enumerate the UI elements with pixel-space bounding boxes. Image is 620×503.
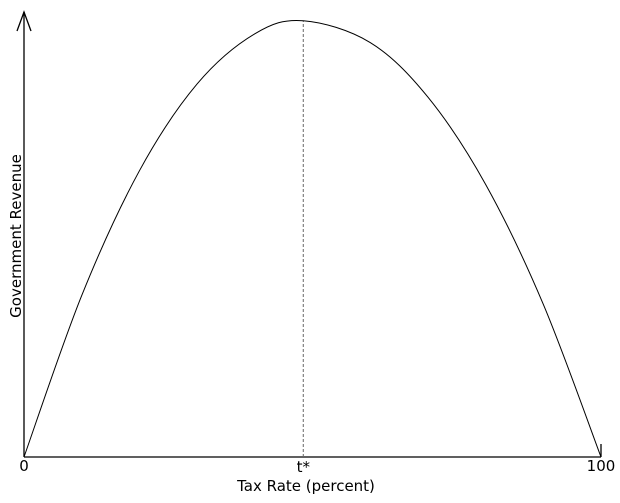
- x-axis-label: Tax Rate (percent): [236, 477, 375, 495]
- revenue-curve: [23, 19, 602, 458]
- y-axis-label: Government Revenue: [7, 154, 25, 318]
- x-tick-label-tstar: t*: [297, 458, 311, 476]
- y-axis-arrow-icon: [16, 10, 32, 32]
- x-tick-label-100: 100: [587, 457, 616, 475]
- axes: [16, 10, 602, 458]
- x-tick-label-0: 0: [19, 457, 29, 475]
